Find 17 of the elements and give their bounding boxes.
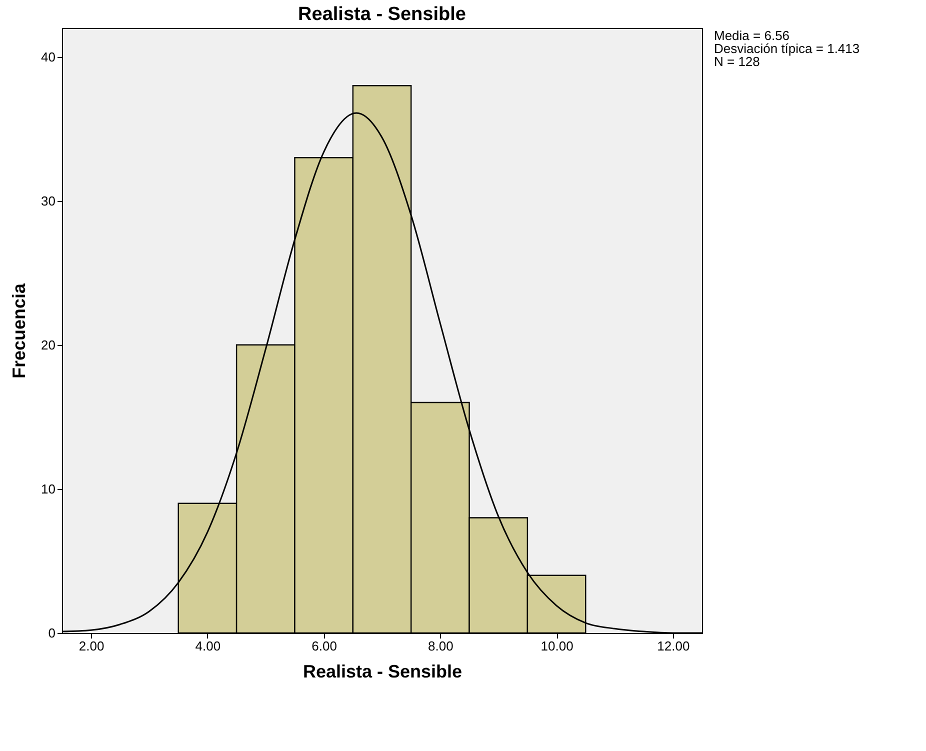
- x-axis-title: Realista - Sensible: [302, 662, 462, 682]
- y-tick-label: 0: [48, 626, 56, 640]
- x-tick-label: 12.00: [657, 638, 690, 654]
- y-tick-label: 20: [41, 337, 56, 352]
- x-tick-label: 6.00: [312, 638, 337, 654]
- text: Desviación típica = 1.413: [714, 41, 860, 56]
- text: N = 128: [714, 54, 760, 69]
- chart-title: Realista - Sensible: [298, 4, 466, 25]
- y-axis-title: Frecuencia: [9, 282, 30, 379]
- y-tick-label: 30: [41, 193, 56, 208]
- y-tick-label: 10: [41, 481, 56, 496]
- x-tick-label: 10.00: [540, 638, 574, 654]
- x-tick-label: 2.00: [78, 638, 104, 654]
- text: Media = 6.56: [714, 28, 790, 43]
- y-tick-label: 40: [41, 49, 56, 64]
- x-tick-label: 8.00: [428, 638, 454, 654]
- x-tick-label: 4.00: [195, 638, 221, 654]
